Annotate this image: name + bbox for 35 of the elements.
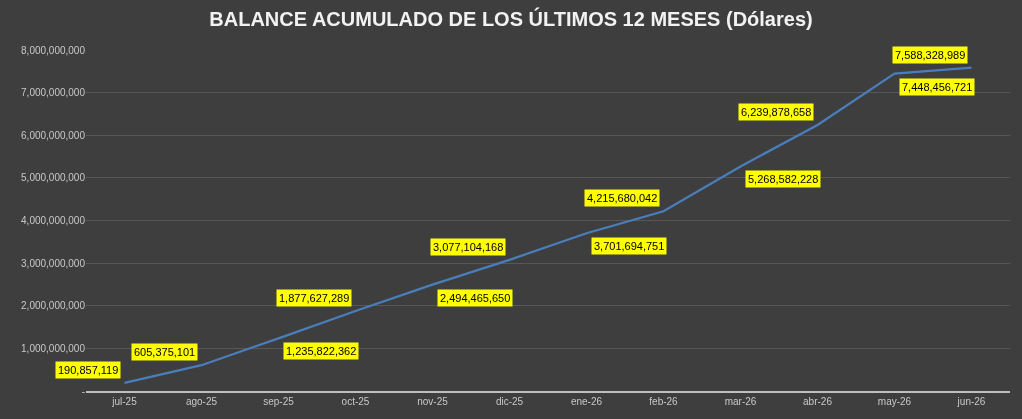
x-tick-label: nov-25 — [417, 395, 449, 407]
y-tick-label: 1,000,000,000 — [21, 342, 86, 354]
x-tick-label: dic-25 — [495, 395, 524, 407]
x-tick-label: feb-26 — [649, 395, 679, 407]
data-label: 1,877,627,289 — [279, 292, 350, 304]
data-label: 2,494,465,650 — [440, 292, 511, 304]
data-label: 7,588,328,989 — [895, 49, 966, 61]
x-tick-label: jul-25 — [111, 395, 138, 407]
data-label: 7,448,456,721 — [902, 81, 973, 93]
data-label: 6,239,878,658 — [741, 106, 812, 118]
x-tick-label: ago-25 — [185, 395, 218, 407]
data-label: 3,701,694,751 — [594, 240, 665, 252]
x-tick-label: sep-25 — [263, 395, 295, 407]
y-tick-label: - — [81, 385, 85, 397]
x-tick-label: oct-25 — [341, 395, 370, 407]
x-tick-label: ene-26 — [570, 395, 603, 407]
data-label: 4,215,680,042 — [587, 192, 658, 204]
y-tick-label: 3,000,000,000 — [21, 257, 86, 269]
x-tick-label: may-26 — [877, 395, 912, 407]
data-label: 5,268,582,228 — [748, 173, 819, 185]
x-tick-label: mar-26 — [724, 395, 757, 407]
line-series — [123, 66, 973, 384]
x-tick-label: jun-26 — [956, 395, 986, 407]
y-tick-label: 5,000,000,000 — [21, 172, 86, 184]
y-tick-label: 6,000,000,000 — [21, 129, 86, 141]
data-label: 190,857,119 — [58, 364, 119, 376]
y-tick-label: 7,000,000,000 — [21, 87, 86, 99]
data-label: 1,235,822,362 — [286, 345, 357, 357]
chart-title: BALANCE ACUMULADO DE LOS ÚLTIMOS 12 MESES (Dólares) — [209, 6, 813, 30]
y-tick-label: 8,000,000,000 — [21, 44, 86, 56]
y-tick-label: 2,000,000,000 — [21, 300, 86, 312]
data-label: 605,375,101 — [134, 346, 196, 358]
x-tick-label: abr-26 — [803, 395, 833, 407]
data-label: 3,077,104,168 — [433, 241, 504, 253]
y-tick-label: 4,000,000,000 — [21, 215, 86, 226]
